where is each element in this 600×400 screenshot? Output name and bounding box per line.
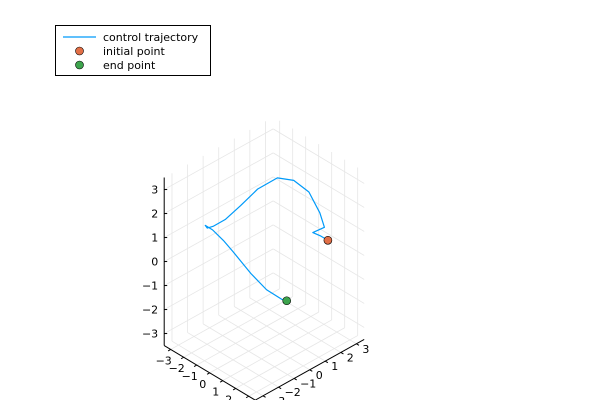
- x-tick: [206, 372, 210, 375]
- trajectory-line: [204, 177, 329, 302]
- grid-line: [272, 272, 365, 328]
- grid-line: [164, 224, 274, 286]
- x-tick-label: −3: [156, 354, 172, 367]
- x-tick: [180, 356, 184, 360]
- z-tick-label: 0: [151, 256, 158, 269]
- grid-line: [164, 152, 274, 214]
- legend-label: end point: [103, 59, 156, 72]
- grid-line: [164, 128, 274, 190]
- grid-line: [164, 272, 274, 334]
- x-tick-label: −1: [182, 370, 198, 383]
- x-axis-line: [163, 345, 256, 400]
- y-tick-label: 2: [347, 352, 354, 365]
- grid-line: [272, 224, 365, 280]
- grid-line: [272, 152, 365, 208]
- grid-line: [164, 248, 274, 310]
- grid-line: [272, 200, 365, 256]
- y-tick: [293, 378, 297, 381]
- y-tick: [309, 369, 313, 372]
- x-tick-label: 2: [225, 393, 232, 400]
- y-tick: [325, 360, 329, 364]
- y-tick-label: −2: [285, 386, 301, 399]
- grid-line: [234, 306, 326, 362]
- legend-marker-swatch: [75, 60, 84, 70]
- x-tick: [219, 380, 223, 383]
- y-tick-label: −3: [269, 395, 285, 400]
- x-tick: [193, 364, 197, 367]
- z-tick-label: 1: [151, 232, 158, 245]
- grid-line: [202, 323, 295, 379]
- y-tick: [262, 395, 266, 398]
- z-tick-label: 3: [151, 184, 158, 197]
- grid-line: [171, 340, 264, 397]
- scatter-point: [282, 296, 292, 306]
- grid-line: [249, 297, 342, 353]
- y-axis-line: [254, 339, 365, 400]
- z-tick-label: −2: [142, 304, 158, 317]
- grid-line: [187, 332, 279, 388]
- axes: [163, 177, 365, 400]
- y-tick-label: 1: [331, 360, 338, 373]
- x-tick-label: 0: [199, 378, 206, 391]
- z-tick-label: −1: [142, 280, 158, 293]
- y-tick: [356, 343, 360, 346]
- y-tick: [278, 386, 282, 390]
- grid-lines: [164, 120, 365, 397]
- grid-line: [164, 200, 274, 262]
- x-tick: [245, 395, 249, 399]
- z-tick-label: −3: [142, 328, 158, 341]
- scatter-point: [323, 235, 333, 245]
- grid-line: [272, 248, 365, 304]
- x-tick: [232, 388, 236, 391]
- plot-series: [204, 177, 333, 306]
- grid-line: [272, 176, 365, 232]
- y-tick-label: 0: [316, 369, 323, 382]
- legend-label: control trajectory: [103, 31, 199, 44]
- x-tick-label: −2: [169, 362, 185, 375]
- grid-line: [164, 176, 274, 238]
- grid-line: [218, 314, 310, 371]
- x-tick: [167, 349, 171, 352]
- y-tick: [340, 352, 344, 355]
- y-tick-label: 3: [362, 343, 369, 356]
- y-tick-label: −1: [300, 378, 316, 391]
- z-tick-label: 2: [151, 208, 158, 221]
- legend-label: initial point: [103, 45, 165, 58]
- x-tick-label: 1: [212, 386, 219, 399]
- legend-marker-swatch: [75, 46, 84, 56]
- grid-line: [272, 128, 365, 184]
